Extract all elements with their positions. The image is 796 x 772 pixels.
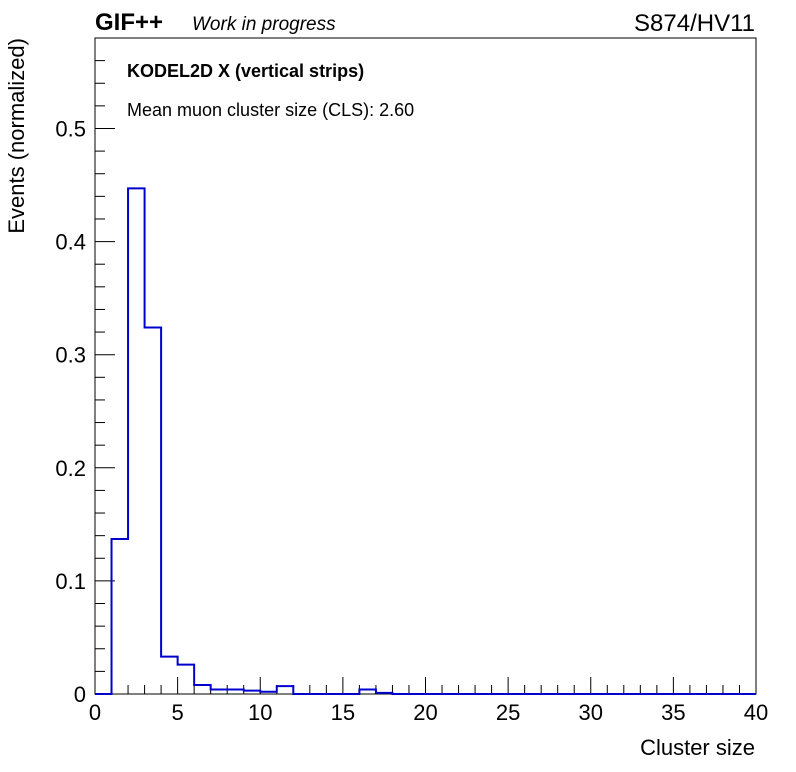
histogram-line	[95, 187, 756, 695]
y-tick-label: 0.4	[55, 230, 86, 255]
x-tick-label: 25	[496, 700, 520, 725]
x-tick-label: 5	[172, 700, 184, 725]
x-tick-label: 0	[89, 700, 101, 725]
x-tick-label: 10	[248, 700, 272, 725]
y-tick-labels: 0 0.1 0.2 0.3 0.4 0.5	[55, 116, 86, 707]
run-label: S874/HV11	[634, 10, 755, 37]
y-tick-label: 0.2	[55, 456, 86, 481]
x-tick-label: 20	[413, 700, 437, 725]
x-axis-title: Cluster size	[640, 735, 755, 760]
experiment-label: GIF++	[95, 9, 163, 36]
x-tick-label: 30	[579, 700, 603, 725]
axis-ticks	[94, 37, 757, 695]
x-tick-label: 35	[661, 700, 685, 725]
status-label: Work in progress	[192, 14, 336, 35]
x-tick-labels: 0 5 10 15 20 25 30 35 40	[89, 700, 768, 725]
plot-frame	[94, 37, 757, 695]
detector-annotation: KODEL2D X (vertical strips)	[127, 61, 364, 81]
mean-cls-annotation: Mean muon cluster size (CLS): 2.60	[127, 100, 414, 120]
y-tick-label: 0.1	[55, 569, 86, 594]
x-tick-label: 15	[331, 700, 355, 725]
y-tick-label: 0	[74, 682, 86, 707]
y-tick-label: 0.5	[55, 116, 86, 141]
x-tick-label: 40	[744, 700, 768, 725]
y-axis-title: Events (normalized)	[4, 38, 29, 234]
y-tick-label: 0.3	[55, 343, 86, 368]
